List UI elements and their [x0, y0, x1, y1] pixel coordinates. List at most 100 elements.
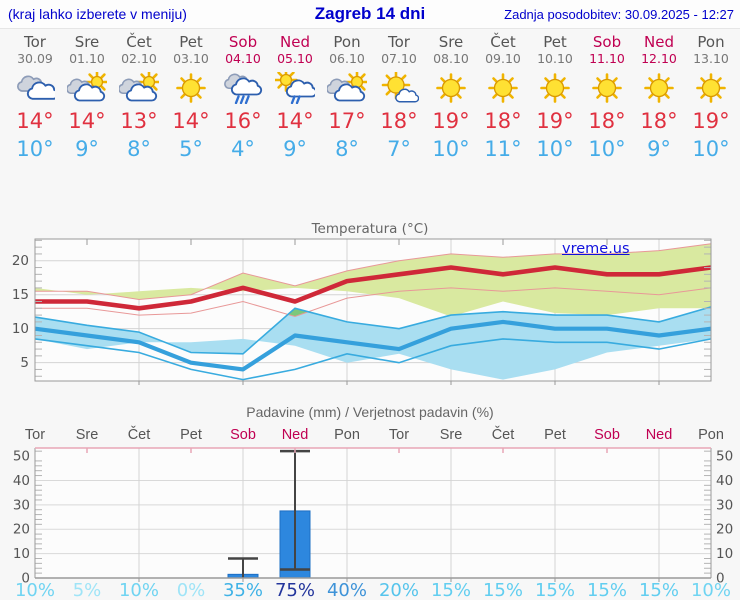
svg-text:40: 40: [13, 473, 30, 489]
temp-max: 16°: [224, 109, 262, 133]
temp-max: 19°: [536, 109, 574, 133]
svg-text:30: 30: [13, 497, 30, 513]
day-column: Pon 06.10 17° 8°: [321, 33, 373, 163]
precip-probability: 10%: [690, 580, 731, 600]
precip-probability: 10%: [14, 580, 55, 600]
precip-day-label: Sre: [439, 427, 463, 443]
temp-max: 14°: [68, 109, 106, 133]
temp-min: 10°: [588, 137, 626, 161]
day-name: Čet: [490, 33, 516, 51]
precip-day-label: Čet: [127, 427, 151, 443]
precip-probability: 0%: [176, 580, 206, 600]
day-column: Pet 03.10 14° 5°: [165, 33, 217, 163]
day-name: Tor: [24, 33, 46, 51]
temp-max: 18°: [640, 109, 678, 133]
day-date: 03.10: [173, 51, 209, 66]
temp-min: 11°: [484, 137, 522, 161]
precip-day-label: Tor: [388, 427, 410, 443]
day-column: Sob 04.10 16° 4°: [217, 33, 269, 163]
precip-probability: 40%: [326, 580, 367, 600]
day-name: Tor: [388, 33, 410, 51]
cloudy-icon: [15, 72, 59, 104]
precip-day-label: Pon: [698, 427, 724, 443]
temp-max: 18°: [484, 109, 522, 133]
day-date: 05.10: [277, 51, 313, 66]
day-column: Čet 02.10 13° 8°: [113, 33, 165, 163]
day-column: Pet 10.10 19° 10°: [529, 33, 581, 163]
precip-probability: 15%: [534, 580, 575, 600]
rain-icon: [223, 72, 263, 105]
day-name: Pet: [543, 33, 567, 51]
day-column: Ned 12.10 18° 9°: [633, 33, 685, 163]
temp-min: 4°: [231, 137, 255, 161]
sun-rain-icon: [274, 68, 318, 105]
temp-min: 10°: [16, 137, 54, 161]
day-name: Pon: [697, 33, 725, 51]
svg-text:0: 0: [21, 571, 30, 587]
day-date: 30.09: [17, 51, 53, 66]
temp-min: 10°: [692, 137, 730, 161]
day-name: Čet: [126, 33, 152, 51]
day-name: Sre: [438, 33, 464, 51]
precip-probability: 20%: [378, 580, 419, 600]
day-name: Ned: [280, 33, 310, 51]
sunny-icon: [171, 72, 211, 104]
temp-max: 18°: [588, 109, 626, 133]
temp-max: 14°: [172, 109, 210, 133]
temp-min: 10°: [432, 137, 470, 161]
day-name: Pon: [333, 33, 361, 51]
temp-max: 13°: [120, 109, 158, 133]
sun-cloud-icon: [118, 70, 161, 104]
day-date: 07.10: [381, 51, 417, 66]
day-column: Tor 07.10 18° 7°: [373, 33, 425, 163]
forecast-strip: Tor 30.09 14° 10° Sre 01.10 14° 9° Čet 02.10 13° 8°…: [9, 33, 737, 163]
svg-text:20: 20: [13, 522, 30, 538]
sun-cloud-icon: [66, 70, 109, 104]
temp-min: 5°: [179, 137, 203, 161]
precip-probability: 15%: [638, 580, 679, 600]
svg-text:5: 5: [20, 355, 29, 371]
precip-day-label: Pon: [334, 427, 360, 443]
sunny-icon: [483, 72, 523, 104]
svg-text:50: 50: [13, 449, 30, 465]
day-name: Pet: [179, 33, 203, 51]
page-title: Zagreb 14 dni: [314, 4, 426, 23]
precip-day-labels: Tor Sre Čet Pet Sob Ned Pon Tor Sre Čet Pet Sob Ned P…: [0, 427, 740, 445]
temp-min: 8°: [127, 137, 151, 161]
svg-text:30: 30: [716, 497, 733, 513]
temp-max: 19°: [692, 109, 730, 133]
temp-max: 17°: [328, 109, 366, 133]
precip-day-label: Ned: [281, 427, 309, 443]
precip-probability: 15%: [430, 580, 471, 600]
precipitation-chart: 0 0 10 10 20 20 30 30 40 40 50 50: [13, 447, 733, 587]
precip-day-label: Pet: [180, 427, 202, 443]
day-column: Sob 11.10 18° 10°: [581, 33, 633, 163]
sun-cloud-icon: [326, 70, 369, 104]
precip-day-label: Sob: [594, 427, 620, 443]
last-update: Zadnja posodobitev: 30.09.2025 - 12:27: [504, 7, 734, 22]
precip-probability: 15%: [482, 580, 523, 600]
precip-probability: 15%: [586, 580, 627, 600]
temp-min: 8°: [335, 137, 359, 161]
temp-max: 14°: [16, 109, 54, 133]
precip-probability: 75%: [274, 580, 315, 600]
temp-min: 9°: [283, 137, 307, 161]
day-date: 13.10: [693, 51, 729, 66]
day-date: 02.10: [121, 51, 157, 66]
day-date: 09.10: [485, 51, 521, 66]
temp-min: 9°: [647, 137, 671, 161]
svg-text:50: 50: [716, 449, 733, 465]
watermark-link[interactable]: vreme.us: [562, 241, 630, 257]
temp-max: 18°: [380, 109, 418, 133]
sunny-icon: [587, 72, 627, 104]
day-name: Ned: [644, 33, 674, 51]
temp-max: 19°: [432, 109, 470, 133]
temp-min: 7°: [387, 137, 411, 161]
svg-text:20: 20: [12, 253, 29, 269]
day-name: Sob: [228, 33, 258, 51]
svg-text:15: 15: [12, 287, 29, 303]
svg-text:40: 40: [716, 473, 733, 489]
day-date: 10.10: [537, 51, 573, 66]
svg-text:10: 10: [13, 546, 30, 562]
